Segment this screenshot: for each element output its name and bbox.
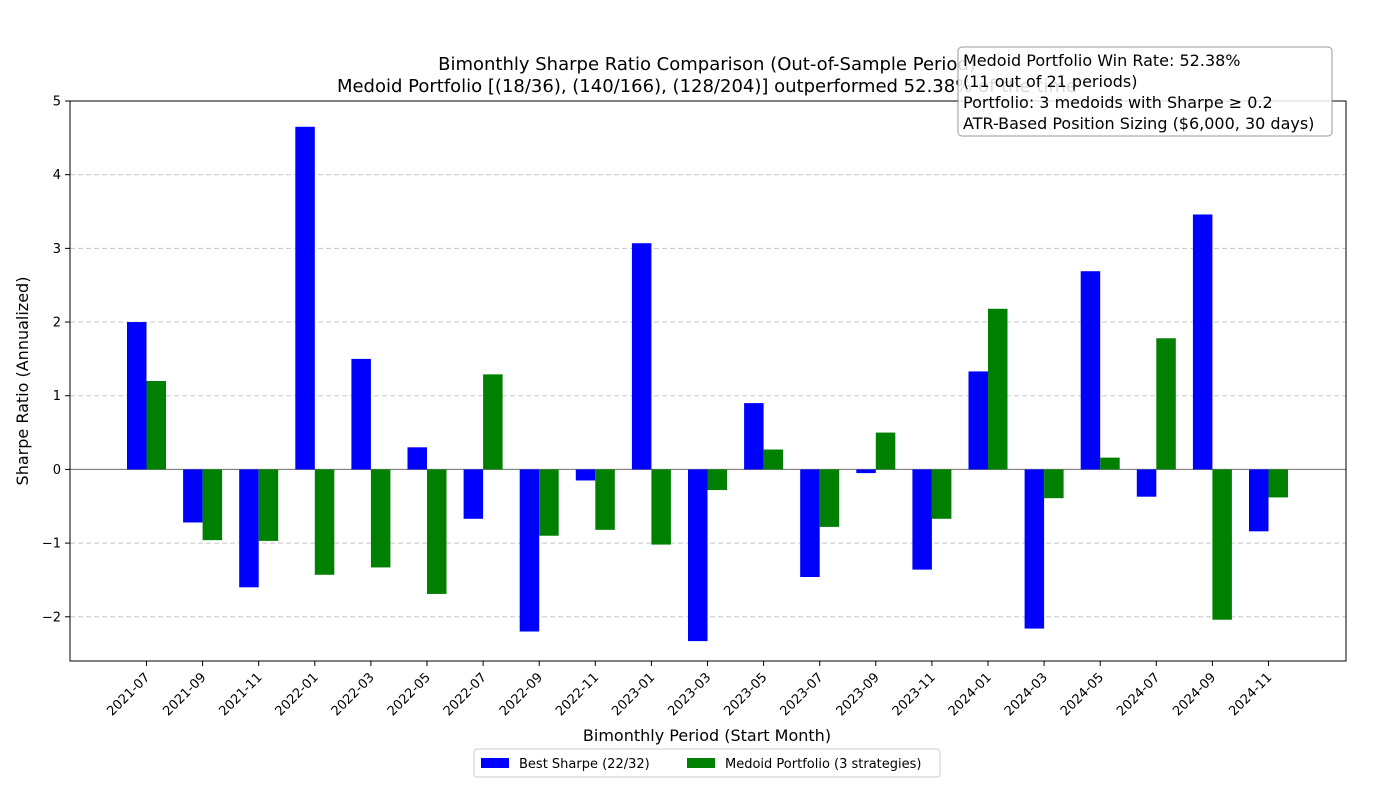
bar-best-sharpe bbox=[519, 469, 540, 632]
bar-best-sharpe bbox=[127, 322, 147, 470]
bars bbox=[127, 126, 1288, 642]
bar-medoid-portfolio bbox=[651, 469, 671, 545]
bar-best-sharpe bbox=[1192, 214, 1213, 470]
bar-medoid-portfolio bbox=[1268, 469, 1288, 498]
y-tick-label: 1 bbox=[53, 389, 61, 404]
x-tick-label: 2022-03 bbox=[329, 670, 378, 719]
bar-medoid-portfolio bbox=[595, 469, 615, 530]
legend-swatch-best-sharpe bbox=[481, 758, 509, 768]
annotation-line-4: ATR-Based Position Sizing ($6,000, 30 da… bbox=[963, 114, 1314, 133]
win-rate-annotation: Medoid Portfolio Win Rate: 52.38% (11 ou… bbox=[957, 46, 1333, 137]
x-tick-label: 2024-05 bbox=[1058, 670, 1107, 719]
x-axis-ticks: 2021-07 2021-09 2021-11 2022-01 2022-03 2022-… bbox=[104, 661, 1275, 719]
bar-medoid-portfolio bbox=[202, 469, 223, 541]
bar-medoid-portfolio bbox=[763, 449, 784, 470]
chart-title-line1: Bimonthly Sharpe Ratio Comparison (Out-o… bbox=[438, 54, 976, 75]
x-tick-label: 2024-01 bbox=[946, 670, 995, 719]
bar-medoid-portfolio bbox=[1156, 338, 1176, 470]
bar-medoid-portfolio bbox=[931, 469, 952, 519]
bar-medoid-portfolio bbox=[427, 469, 447, 594]
x-tick-label: 2022-01 bbox=[273, 670, 322, 719]
bar-best-sharpe bbox=[744, 403, 764, 470]
bar-best-sharpe bbox=[1136, 469, 1157, 497]
x-tick-label: 2023-11 bbox=[890, 670, 939, 719]
x-tick-label: 2021-11 bbox=[217, 670, 266, 719]
bar-medoid-portfolio bbox=[1212, 469, 1232, 620]
x-tick-label: 2024-09 bbox=[1170, 670, 1219, 719]
bar-medoid-portfolio bbox=[1044, 469, 1064, 499]
x-tick-label: 2023-05 bbox=[721, 670, 770, 719]
x-tick-label: 2023-07 bbox=[778, 670, 827, 719]
bar-best-sharpe bbox=[407, 447, 427, 470]
bar-best-sharpe bbox=[688, 469, 708, 642]
bar-best-sharpe bbox=[968, 371, 988, 470]
x-tick-label: 2021-07 bbox=[104, 670, 153, 719]
x-tick-label: 2024-11 bbox=[1226, 670, 1275, 719]
annotation-box bbox=[957, 46, 1333, 137]
bar-best-sharpe bbox=[1080, 271, 1101, 470]
x-tick-label: 2022-07 bbox=[441, 670, 490, 719]
bar-best-sharpe bbox=[239, 469, 259, 588]
y-tick-label: 0 bbox=[53, 463, 61, 478]
x-tick-label: 2023-03 bbox=[665, 670, 714, 719]
x-tick-label: 2022-11 bbox=[553, 670, 602, 719]
plot-frame bbox=[69, 100, 1347, 662]
x-axis-label: Bimonthly Period (Start Month) bbox=[583, 726, 831, 745]
bar-medoid-portfolio bbox=[146, 381, 166, 470]
y-tick-label: 4 bbox=[53, 168, 61, 183]
y-tick-label: −1 bbox=[42, 537, 61, 552]
bar-medoid-portfolio bbox=[1100, 457, 1120, 470]
bar-medoid-portfolio bbox=[370, 469, 391, 568]
bar-medoid-portfolio bbox=[483, 374, 503, 470]
x-tick-label: 2021-09 bbox=[160, 670, 209, 719]
y-tick-label: 3 bbox=[53, 242, 61, 257]
annotation-line-2: (11 out of 21 periods) bbox=[963, 72, 1137, 91]
y-axis-label: Sharpe Ratio (Annualized) bbox=[13, 277, 32, 486]
bar-best-sharpe bbox=[1249, 469, 1269, 532]
bar-best-sharpe bbox=[183, 469, 203, 523]
bar-best-sharpe bbox=[631, 243, 652, 470]
legend-label-best-sharpe: Best Sharpe (22/32) bbox=[519, 757, 650, 772]
legend-swatch-medoid bbox=[687, 758, 715, 768]
y-tick-label: −2 bbox=[42, 610, 61, 625]
bar-best-sharpe bbox=[463, 469, 484, 519]
bar-best-sharpe bbox=[1024, 469, 1045, 629]
bar-best-sharpe bbox=[856, 469, 876, 474]
y-tick-label: 5 bbox=[53, 95, 61, 110]
bar-best-sharpe bbox=[800, 469, 820, 577]
bar-best-sharpe bbox=[295, 126, 315, 470]
bar-medoid-portfolio bbox=[258, 469, 279, 541]
x-tick-label: 2023-09 bbox=[834, 670, 883, 719]
bar-medoid-portfolio bbox=[819, 469, 840, 527]
x-tick-label: 2024-07 bbox=[1114, 670, 1163, 719]
x-tick-label: 2023-01 bbox=[609, 670, 658, 719]
x-tick-label: 2022-05 bbox=[385, 670, 434, 719]
chart-title-line2: Medoid Portfolio [(18/36), (140/166), (1… bbox=[337, 76, 1077, 97]
y-axis-ticks: −2 −1 0 1 2 3 4 5 bbox=[42, 95, 70, 625]
bar-medoid-portfolio bbox=[539, 469, 559, 536]
bar-best-sharpe bbox=[912, 469, 932, 570]
annotation-line-1: Medoid Portfolio Win Rate: 52.38% bbox=[963, 51, 1241, 70]
x-tick-label: 2022-09 bbox=[497, 670, 546, 719]
bar-medoid-portfolio bbox=[988, 308, 1008, 470]
y-tick-label: 2 bbox=[53, 316, 61, 331]
legend-label-medoid: Medoid Portfolio (3 strategies) bbox=[725, 757, 922, 772]
bar-medoid-portfolio bbox=[707, 469, 727, 491]
bar-best-sharpe bbox=[575, 469, 596, 481]
bar-medoid-portfolio bbox=[875, 432, 896, 470]
annotation-line-3: Portfolio: 3 medoids with Sharpe ≥ 0.2 bbox=[963, 93, 1273, 112]
x-tick-label: 2024-03 bbox=[1002, 670, 1051, 719]
bar-medoid-portfolio bbox=[314, 469, 335, 575]
legend: Best Sharpe (22/32) Medoid Portfolio (3 … bbox=[473, 748, 941, 778]
bar-best-sharpe bbox=[351, 358, 371, 470]
